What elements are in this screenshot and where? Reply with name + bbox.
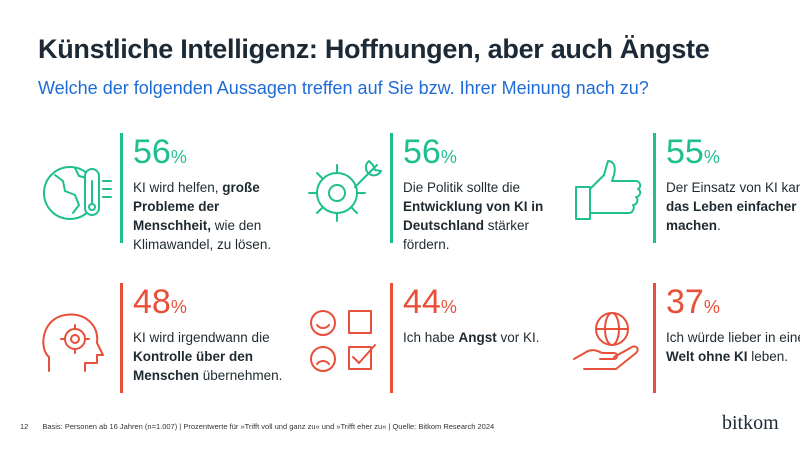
stat-unit: %: [440, 147, 457, 167]
desc-part: Angst: [458, 330, 497, 345]
page-number: 12: [20, 422, 29, 431]
stat-description: KI wird helfen, große Probleme der Mensc…: [133, 178, 283, 254]
desc-part: Der Einsatz von KI kann: [666, 180, 800, 195]
stat-unit: %: [170, 147, 187, 167]
stat-unit: %: [703, 297, 720, 317]
stat-description: Ich habe Angst vor KI.: [403, 328, 553, 347]
head-gear-icon: [42, 313, 104, 372]
footer: 12 Basis: Personen ab 16 Jahren (n=1.007)…: [20, 422, 494, 431]
desc-part: vor KI.: [496, 330, 540, 345]
desc-part: Kontrolle über den Menschen: [133, 349, 254, 383]
desc-part: wie den Klimawandel, zu lösen.: [133, 218, 272, 252]
thumbs-up-icon: [575, 160, 642, 220]
stat-unit: %: [440, 297, 457, 317]
stat-description: Der Einsatz von KI kann das Leben einfac…: [666, 178, 800, 235]
footer-note: Basis: Personen ab 16 Jahren (n=1.007) |…: [42, 422, 495, 431]
desc-part: stärker fördern.: [403, 218, 530, 252]
desc-part: Ich habe: [403, 330, 459, 345]
desc-part: KI wird helfen,: [133, 180, 223, 195]
stat-item: 55% Der Einsatz von KI kann das Leben ei…: [563, 133, 800, 248]
stat-description: Die Politik sollte die Entwicklung von K…: [403, 178, 553, 254]
stat-description: KI wird irgendwann die Kontrolle über de…: [133, 328, 283, 385]
smiley-checkbox-icon: [310, 310, 376, 372]
desc-part: leben.: [747, 349, 789, 364]
stat-value: 48: [133, 283, 171, 321]
desc-part: Ich würde lieber in einer: [666, 330, 800, 345]
stat-percentage: 37%: [666, 283, 800, 326]
accent-bar: [390, 133, 393, 243]
stat-value: 56: [133, 133, 171, 171]
stat-percentage: 56%: [133, 133, 283, 176]
accent-bar: [120, 133, 123, 243]
stat-value: 44: [403, 283, 441, 321]
page-subtitle: Welche der folgenden Aussagen treffen au…: [38, 78, 649, 98]
globe-thermometer-icon: [43, 166, 112, 220]
stat-item: 48% KI wird irgendwann die Kontrolle übe…: [30, 283, 283, 398]
desc-part: Die Politik sollte die: [403, 180, 521, 195]
desc-part: das Leben einfacher machen: [666, 199, 797, 233]
desc-part: Welt ohne KI: [666, 349, 748, 364]
stat-value: 55: [666, 133, 704, 171]
desc-part: übernehmen.: [199, 368, 283, 383]
page-title: Künstliche Intelligenz: Hoffnungen, aber…: [38, 34, 710, 64]
gear-wrench-icon: [308, 160, 382, 222]
stat-percentage: 44%: [403, 283, 553, 326]
stat-unit: %: [170, 297, 187, 317]
stat-item: 56% KI wird helfen, große Probleme der M…: [30, 133, 283, 252]
accent-bar: [120, 283, 123, 393]
desc-part: Entwicklung von KI in Deutschland: [403, 199, 544, 233]
stat-value: 37: [666, 283, 704, 321]
stat-item: 44% Ich habe Angst vor KI.: [300, 283, 550, 398]
desc-part: .: [717, 218, 721, 233]
stat-percentage: 55%: [666, 133, 800, 176]
hand-globe-icon: [573, 312, 639, 370]
stat-description: Ich würde lieber in einer Welt ohne KI l…: [666, 328, 800, 366]
accent-bar: [390, 283, 393, 393]
stat-item: 56% Die Politik sollte die Entwicklung v…: [300, 133, 553, 252]
bitkom-logo: bitkom: [722, 412, 779, 434]
accent-bar: [653, 283, 656, 393]
desc-part: große Probleme der Menschheit,: [133, 180, 260, 233]
stat-item: 37% Ich würde lieber in einer Welt ohne …: [563, 283, 800, 398]
stat-unit: %: [703, 147, 720, 167]
stat-value: 56: [403, 133, 441, 171]
desc-part: KI wird irgendwann die: [133, 330, 270, 345]
stat-percentage: 56%: [403, 133, 553, 176]
stat-percentage: 48%: [133, 283, 283, 326]
accent-bar: [653, 133, 656, 243]
